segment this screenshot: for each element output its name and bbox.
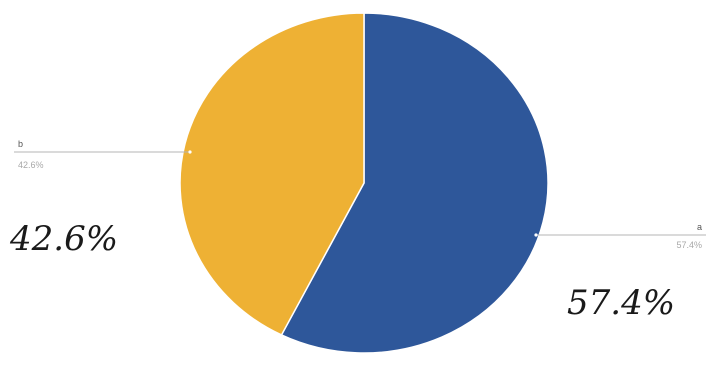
slice-percent-a: 57.4%: [676, 240, 702, 250]
slice-label-b: b: [18, 139, 23, 149]
handwritten-annotation-a: 57.4%: [567, 283, 675, 323]
leader-dot-b: [188, 150, 192, 154]
slice-label-a: a: [697, 222, 702, 232]
slice-percent-b: 42.6%: [18, 160, 44, 170]
handwritten-annotation-b: 42.6%: [9, 219, 118, 259]
leader-dot-a: [534, 233, 538, 237]
pie-slice-b: [179, 12, 365, 336]
pie-slice-a: [280, 12, 549, 354]
pie-slices: [179, 12, 549, 354]
